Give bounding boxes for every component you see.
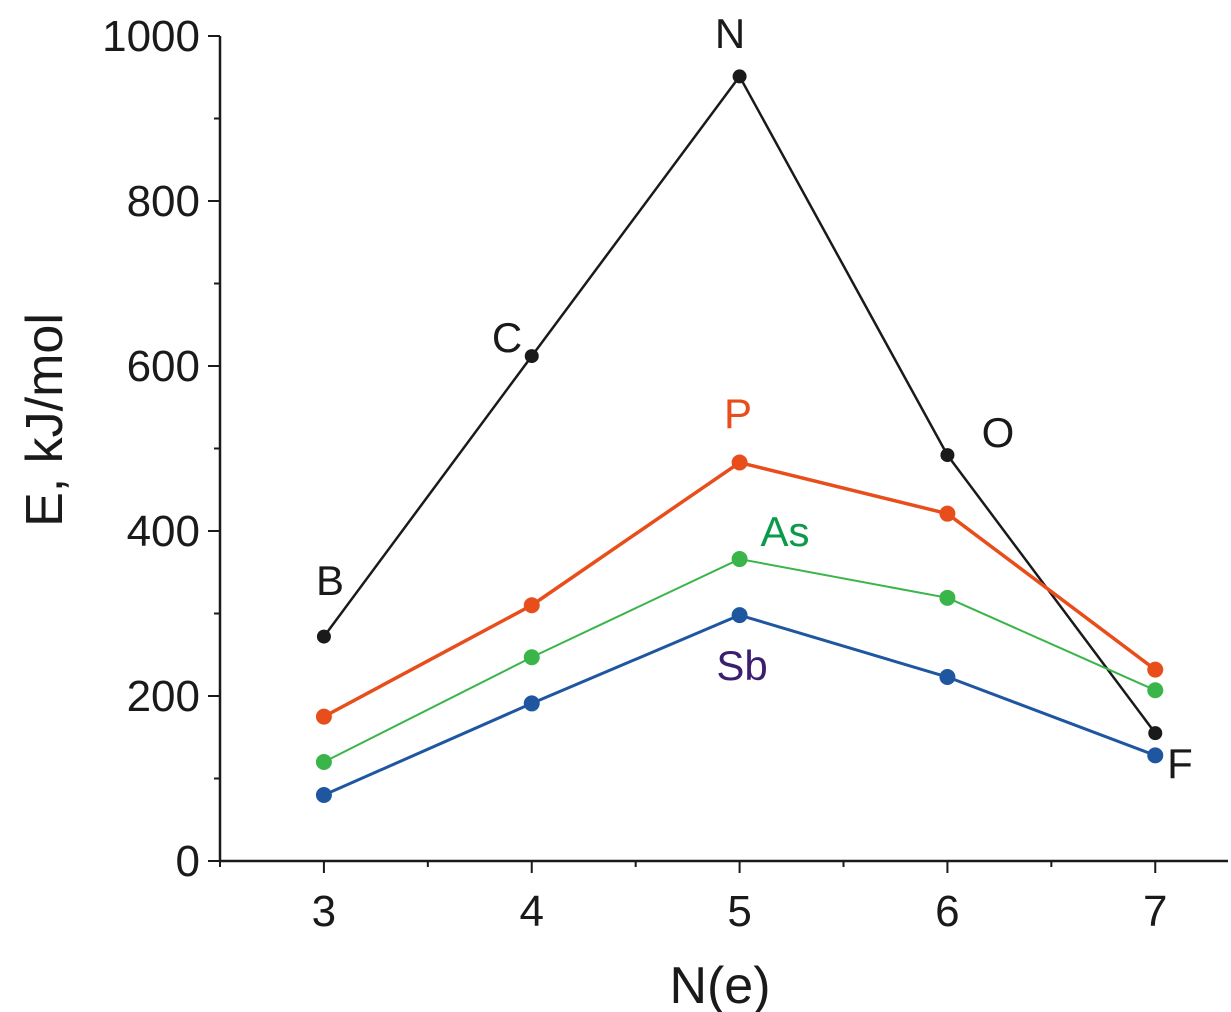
data-point: [939, 505, 956, 522]
y-axis-title: E, kJ/mol: [16, 313, 74, 527]
data-point: [523, 695, 540, 712]
x-axis-title: N(e): [669, 957, 770, 1012]
x-tick-label: 7: [1143, 887, 1167, 936]
y-tick-label: 800: [127, 177, 200, 226]
series-4: [315, 607, 1164, 803]
data-point: [524, 349, 539, 364]
x-tick-label: 6: [935, 887, 959, 936]
data-point: [939, 589, 956, 606]
data-point: [523, 649, 540, 666]
point-label: O: [982, 409, 1015, 456]
data-point: [1147, 682, 1164, 699]
y-tick-label: 0: [176, 837, 200, 886]
data-point: [316, 629, 331, 644]
data-point: [1148, 726, 1163, 741]
data-point: [523, 597, 540, 614]
data-point: [732, 69, 747, 84]
data-point: [315, 754, 332, 770]
data-point: [1147, 661, 1164, 678]
data-point: [315, 708, 332, 725]
x-tick-label: 5: [727, 887, 751, 936]
data-point: [939, 669, 956, 686]
series-3: [315, 551, 1164, 770]
labels-layer: B C N O F P As Sb: [316, 10, 1193, 787]
data-point: [731, 454, 748, 471]
y-tick-label: 600: [127, 342, 200, 391]
data-point: [1147, 747, 1164, 764]
x-tick-label: 4: [520, 887, 544, 936]
point-label: F: [1167, 740, 1193, 787]
point-label: C: [492, 314, 522, 361]
point-label: B: [316, 557, 344, 604]
y-tick-label: 200: [127, 672, 200, 721]
y-tick-label: 1000: [102, 12, 200, 61]
series-layer: [315, 69, 1164, 803]
point-label: As: [760, 508, 809, 555]
series-1: [316, 69, 1163, 741]
data-point: [731, 607, 748, 624]
series-2: [315, 454, 1164, 725]
point-label: N: [715, 10, 745, 57]
data-point: [315, 787, 332, 803]
axes: 0 200 400 600 800 1000 3 4 5 6 7: [102, 12, 1228, 936]
data-point: [940, 448, 955, 463]
point-label: Sb: [716, 642, 767, 689]
x-tick-label: 3: [312, 887, 336, 936]
data-point: [731, 551, 748, 568]
y-tick-label: 400: [127, 507, 200, 556]
point-label: P: [724, 390, 752, 437]
